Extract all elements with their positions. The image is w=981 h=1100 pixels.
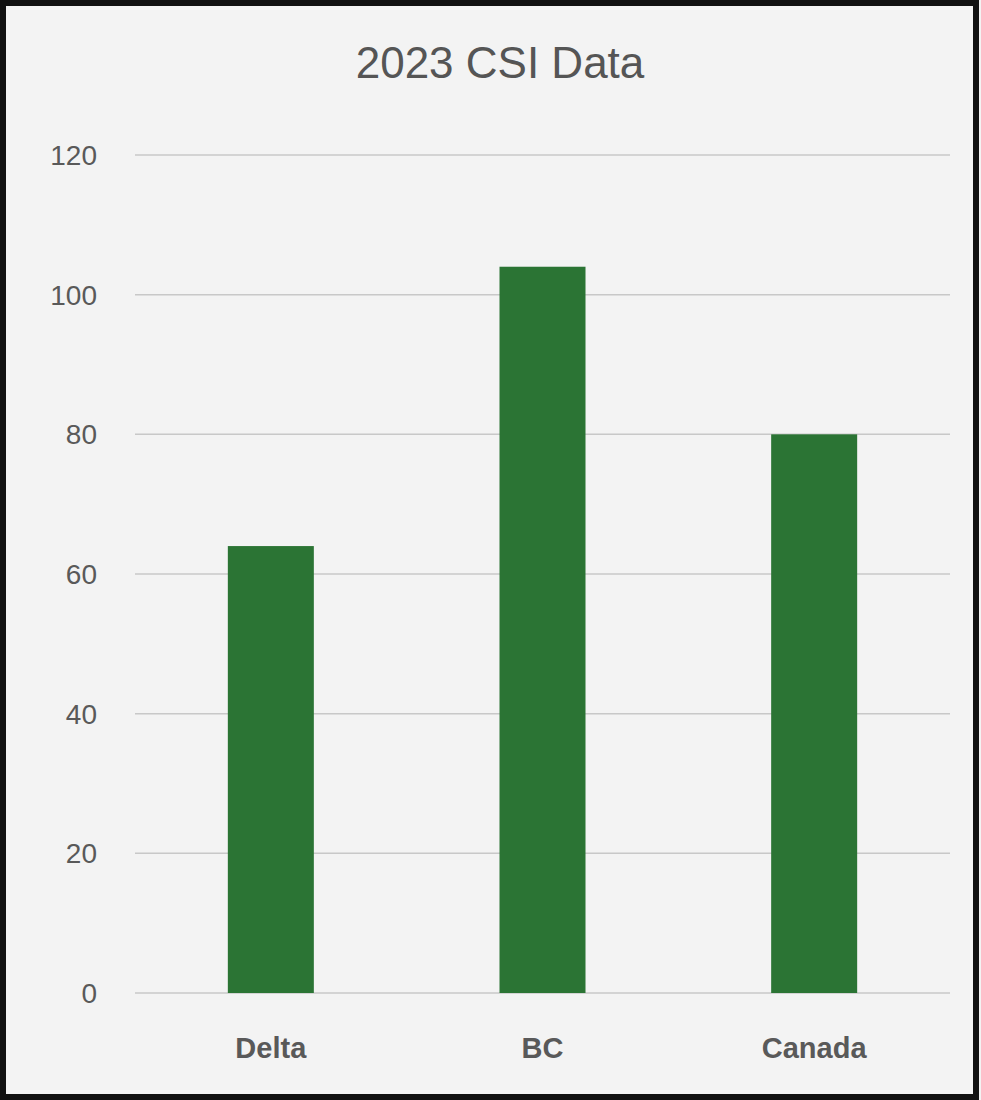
frame (3, 3, 976, 1097)
x-tick-label: Delta (235, 1032, 307, 1064)
bars (228, 267, 857, 993)
title: 2023 CSI Data (356, 38, 645, 87)
x-tick-label: BC (522, 1032, 564, 1064)
y-tick-label: 120 (50, 140, 97, 171)
y-tick-label: 0 (81, 978, 97, 1009)
x-tick-label: Canada (762, 1032, 868, 1064)
chart: 2023 CSI Data 0 20 40 60 80 100 120 Delta BC Canad… (0, 0, 981, 1100)
bar (228, 546, 314, 993)
y-tick-label: 40 (66, 699, 97, 730)
bar (500, 267, 586, 993)
y-tick-label: 20 (66, 838, 97, 869)
y-tick-label: 80 (66, 419, 97, 450)
bar (771, 434, 857, 993)
y-tick-label: 60 (66, 559, 97, 590)
background (0, 0, 981, 1100)
grid-line (135, 154, 950, 156)
y-tick-label: 100 (50, 280, 97, 311)
